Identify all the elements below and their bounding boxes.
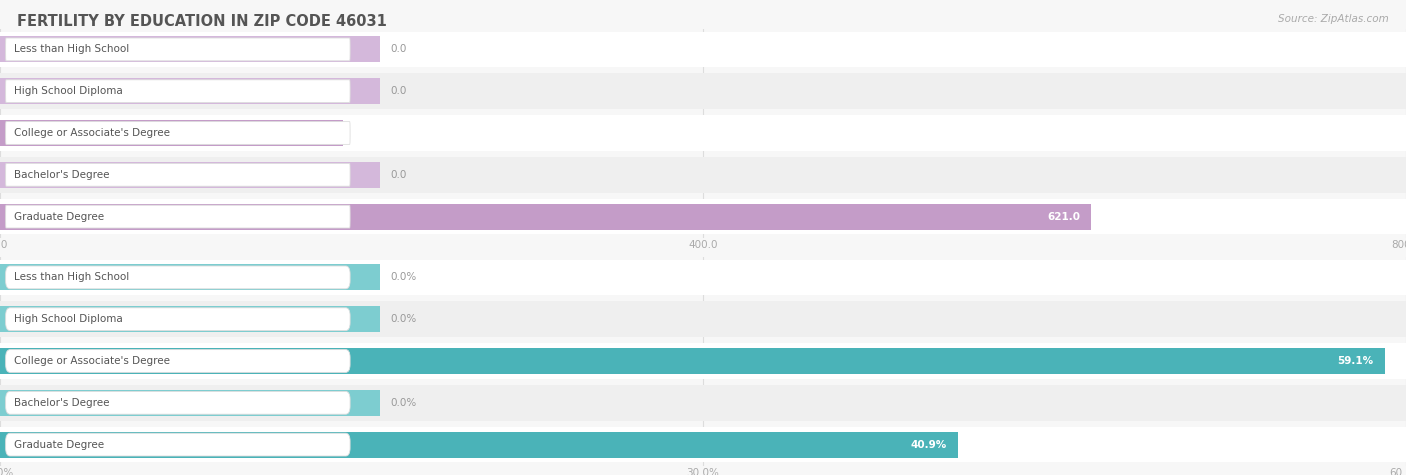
Text: FERTILITY BY EDUCATION IN ZIP CODE 46031: FERTILITY BY EDUCATION IN ZIP CODE 46031 xyxy=(17,14,387,29)
FancyBboxPatch shape xyxy=(6,205,350,228)
Text: Bachelor's Degree: Bachelor's Degree xyxy=(14,398,110,408)
Text: High School Diploma: High School Diploma xyxy=(14,314,122,324)
Text: 621.0: 621.0 xyxy=(1047,211,1080,222)
Bar xyxy=(0,432,959,457)
Text: Less than High School: Less than High School xyxy=(14,272,129,283)
Text: 0.0: 0.0 xyxy=(391,170,408,180)
Bar xyxy=(0,74,1406,109)
Bar xyxy=(0,343,1406,379)
Text: Graduate Degree: Graduate Degree xyxy=(14,439,104,450)
Text: Less than High School: Less than High School xyxy=(14,44,129,55)
Text: 0.0: 0.0 xyxy=(391,86,408,96)
Bar xyxy=(0,385,1406,420)
Bar xyxy=(0,157,1406,192)
Bar xyxy=(0,348,1385,374)
Text: College or Associate's Degree: College or Associate's Degree xyxy=(14,128,170,138)
FancyBboxPatch shape xyxy=(6,350,350,372)
Text: High School Diploma: High School Diploma xyxy=(14,86,122,96)
Bar xyxy=(0,204,1091,229)
Bar xyxy=(0,427,1406,462)
Bar xyxy=(0,37,380,62)
FancyBboxPatch shape xyxy=(6,308,350,331)
FancyBboxPatch shape xyxy=(6,391,350,414)
Bar xyxy=(0,115,1406,151)
Text: 0.0%: 0.0% xyxy=(391,398,418,408)
Bar xyxy=(0,78,380,104)
Bar xyxy=(0,199,1406,234)
Bar xyxy=(0,302,1406,337)
FancyBboxPatch shape xyxy=(6,80,350,103)
Bar xyxy=(0,32,1406,67)
Text: Graduate Degree: Graduate Degree xyxy=(14,211,104,222)
Text: 0.0%: 0.0% xyxy=(391,272,418,283)
Text: 0.0: 0.0 xyxy=(391,44,408,55)
Bar xyxy=(0,260,1406,295)
Bar xyxy=(0,306,380,332)
Text: Bachelor's Degree: Bachelor's Degree xyxy=(14,170,110,180)
Text: Source: ZipAtlas.com: Source: ZipAtlas.com xyxy=(1278,14,1389,24)
FancyBboxPatch shape xyxy=(6,433,350,456)
Text: 40.9%: 40.9% xyxy=(911,439,948,450)
Text: 195.0: 195.0 xyxy=(298,128,332,138)
FancyBboxPatch shape xyxy=(6,38,350,61)
Text: 0.0%: 0.0% xyxy=(391,314,418,324)
Bar xyxy=(0,120,343,146)
Bar xyxy=(0,162,380,188)
FancyBboxPatch shape xyxy=(6,266,350,289)
Bar xyxy=(0,390,380,416)
Bar xyxy=(0,265,380,290)
Text: College or Associate's Degree: College or Associate's Degree xyxy=(14,356,170,366)
FancyBboxPatch shape xyxy=(6,163,350,186)
FancyBboxPatch shape xyxy=(6,122,350,144)
Text: 59.1%: 59.1% xyxy=(1337,356,1374,366)
